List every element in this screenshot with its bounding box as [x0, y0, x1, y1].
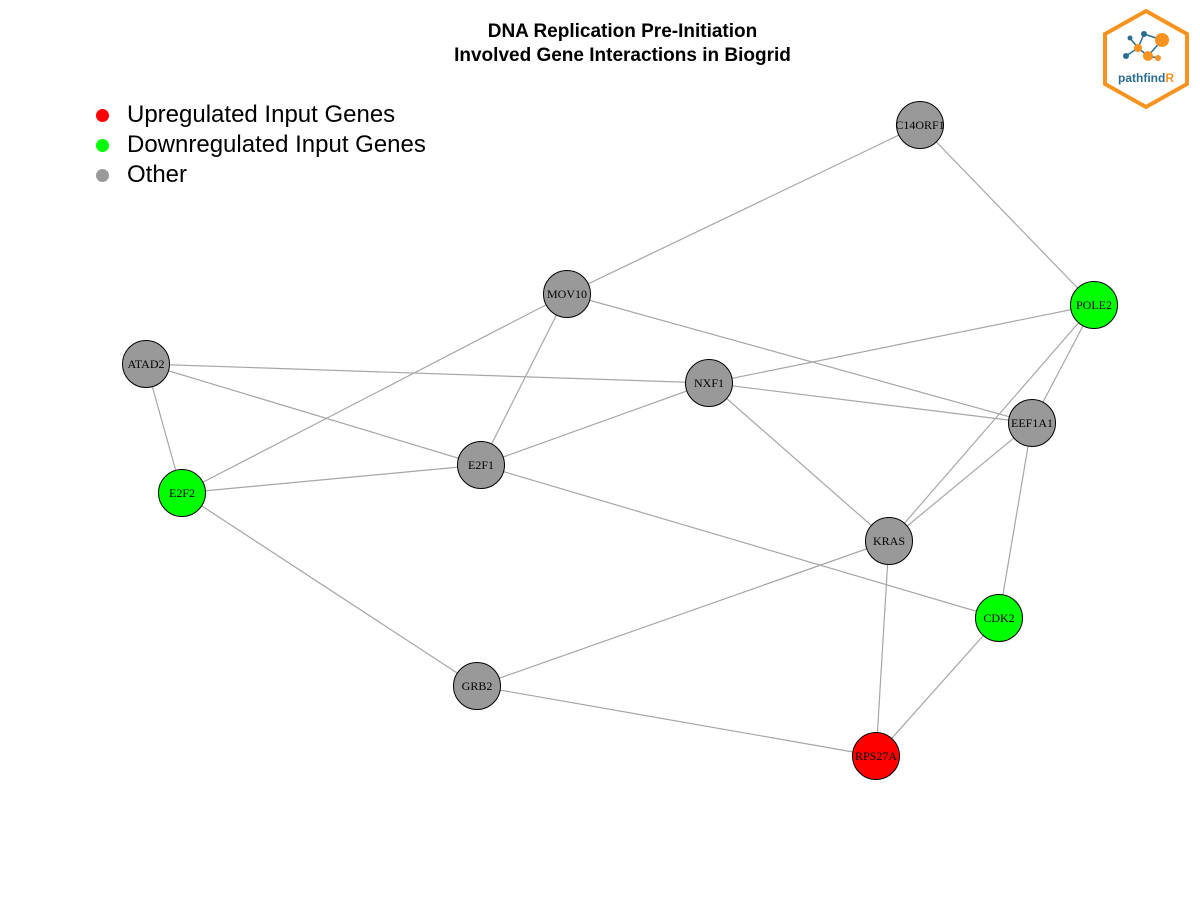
legend-label-upregulated: Upregulated Input Genes — [127, 101, 396, 128]
legend-label-other: Other — [127, 161, 188, 188]
gene-node-nxf1: NXF1 — [685, 359, 733, 407]
legend-dot-upregulated — [96, 108, 109, 122]
gene-node-circle — [896, 101, 944, 149]
gene-node-label: RPS27A — [855, 749, 897, 763]
gene-node-label: EEF1A1 — [1011, 416, 1053, 430]
edge-nxf1-kras — [708, 382, 890, 542]
gene-node-circle — [852, 732, 900, 780]
gene-node-label: MOV10 — [547, 287, 587, 301]
gene-node-label: KRAS — [873, 534, 905, 548]
edge-e2f2-grb2 — [181, 492, 478, 687]
gene-node-label: GRB2 — [462, 679, 493, 693]
title-line-2: Involved Gene Interactions in Biogrid — [454, 45, 791, 66]
gene-node-circle — [122, 340, 170, 388]
gene-node-atad2: ATAD2 — [122, 340, 170, 388]
pathfindr-logo: pathfindR — [1103, 8, 1189, 110]
figure-title: DNA Replication Pre-Initiation Involved … — [0, 20, 1200, 68]
gene-node-e2f2: E2F2 — [158, 469, 206, 517]
gene-node-kras: KRAS — [865, 517, 913, 565]
gene-node-circle — [975, 594, 1023, 642]
gene-node-circle — [453, 662, 501, 710]
gene-node-label: NXF1 — [694, 376, 724, 390]
edge-cdk2-rps27a — [875, 617, 1000, 757]
gene-node-circle — [543, 270, 591, 318]
gene-node-rps27a: RPS27A — [852, 732, 900, 780]
gene-node-pole2: POLE2 — [1070, 281, 1118, 329]
legend-item-upregulated: Upregulated Input Genes — [96, 100, 426, 130]
legend-item-other: Other — [96, 160, 426, 190]
edge-eef1a1-kras — [888, 422, 1033, 542]
gene-node-label: E2F2 — [169, 486, 195, 500]
gene-node-label: ATAD2 — [127, 357, 164, 371]
legend-dot-other — [96, 168, 109, 182]
edge-c14orf1-pole2 — [919, 124, 1095, 306]
edge-mov10-eef1a1 — [566, 293, 1033, 424]
gene-node-e2f1: E2F1 — [457, 441, 505, 489]
edge-layer — [145, 124, 1095, 757]
edge-e2f1-cdk2 — [480, 464, 1000, 619]
gene-node-eef1a1: EEF1A1 — [1008, 399, 1056, 447]
gene-node-circle — [457, 441, 505, 489]
legend-item-downregulated: Downregulated Input Genes — [96, 130, 426, 160]
gene-node-circle — [1008, 399, 1056, 447]
gene-node-circle — [685, 359, 733, 407]
edge-mov10-e2f2 — [181, 293, 568, 494]
legend-label-downregulated: Downregulated Input Genes — [127, 131, 426, 158]
logo-text: pathfindR — [1118, 71, 1174, 85]
edge-pole2-kras — [888, 304, 1095, 542]
edge-atad2-e2f1 — [145, 363, 482, 466]
edge-eef1a1-cdk2 — [998, 422, 1033, 619]
gene-node-label: C14ORF1 — [895, 118, 944, 132]
gene-node-c14orf1: C14ORF1 — [895, 101, 945, 149]
gene-node-circle — [865, 517, 913, 565]
title-line-1: DNA Replication Pre-Initiation — [487, 21, 758, 42]
edge-kras-grb2 — [476, 540, 890, 687]
logo-text-accent: R — [1165, 71, 1174, 85]
logo-network-nodes — [1123, 31, 1169, 61]
legend: Upregulated Input Genes Downregulated In… — [96, 100, 426, 190]
node-layer: C14ORF1 POLE2 MOV10 ATAD2 NXF1 EEF1A1 E2F1 E2F2… — [122, 101, 1118, 780]
edge-atad2-nxf1 — [145, 363, 710, 384]
legend-dot-downregulated — [96, 138, 109, 152]
edge-grb2-rps27a — [476, 685, 877, 757]
gene-node-label: E2F1 — [468, 458, 494, 472]
edge-pole2-nxf1 — [708, 304, 1095, 384]
gene-node-grb2: GRB2 — [453, 662, 501, 710]
gene-node-label: POLE2 — [1076, 298, 1112, 312]
gene-node-mov10: MOV10 — [543, 270, 591, 318]
edge-kras-rps27a — [875, 540, 890, 757]
edge-nxf1-e2f1 — [480, 382, 710, 466]
logo-text-main: pathfind — [1118, 71, 1165, 85]
edge-c14orf1-mov10 — [566, 124, 921, 295]
gene-node-circle — [1070, 281, 1118, 329]
gene-node-circle — [158, 469, 206, 517]
edge-e2f2-e2f1 — [181, 464, 482, 494]
gene-node-cdk2: CDK2 — [975, 594, 1023, 642]
edge-nxf1-eef1a1 — [708, 382, 1033, 424]
gene-node-label: CDK2 — [983, 611, 1014, 625]
edge-mov10-e2f1 — [480, 293, 568, 466]
